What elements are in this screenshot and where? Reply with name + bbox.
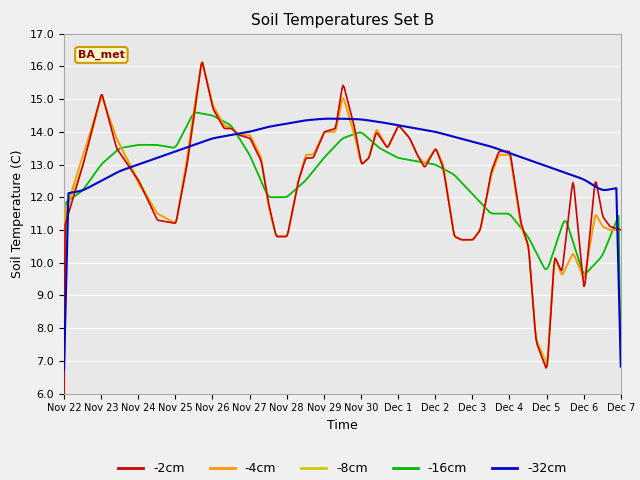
Legend: -2cm, -4cm, -8cm, -16cm, -32cm: -2cm, -4cm, -8cm, -16cm, -32cm xyxy=(113,457,572,480)
Y-axis label: Soil Temperature (C): Soil Temperature (C) xyxy=(11,149,24,278)
X-axis label: Time: Time xyxy=(327,419,358,432)
Title: Soil Temperatures Set B: Soil Temperatures Set B xyxy=(251,13,434,28)
Text: BA_met: BA_met xyxy=(78,50,125,60)
